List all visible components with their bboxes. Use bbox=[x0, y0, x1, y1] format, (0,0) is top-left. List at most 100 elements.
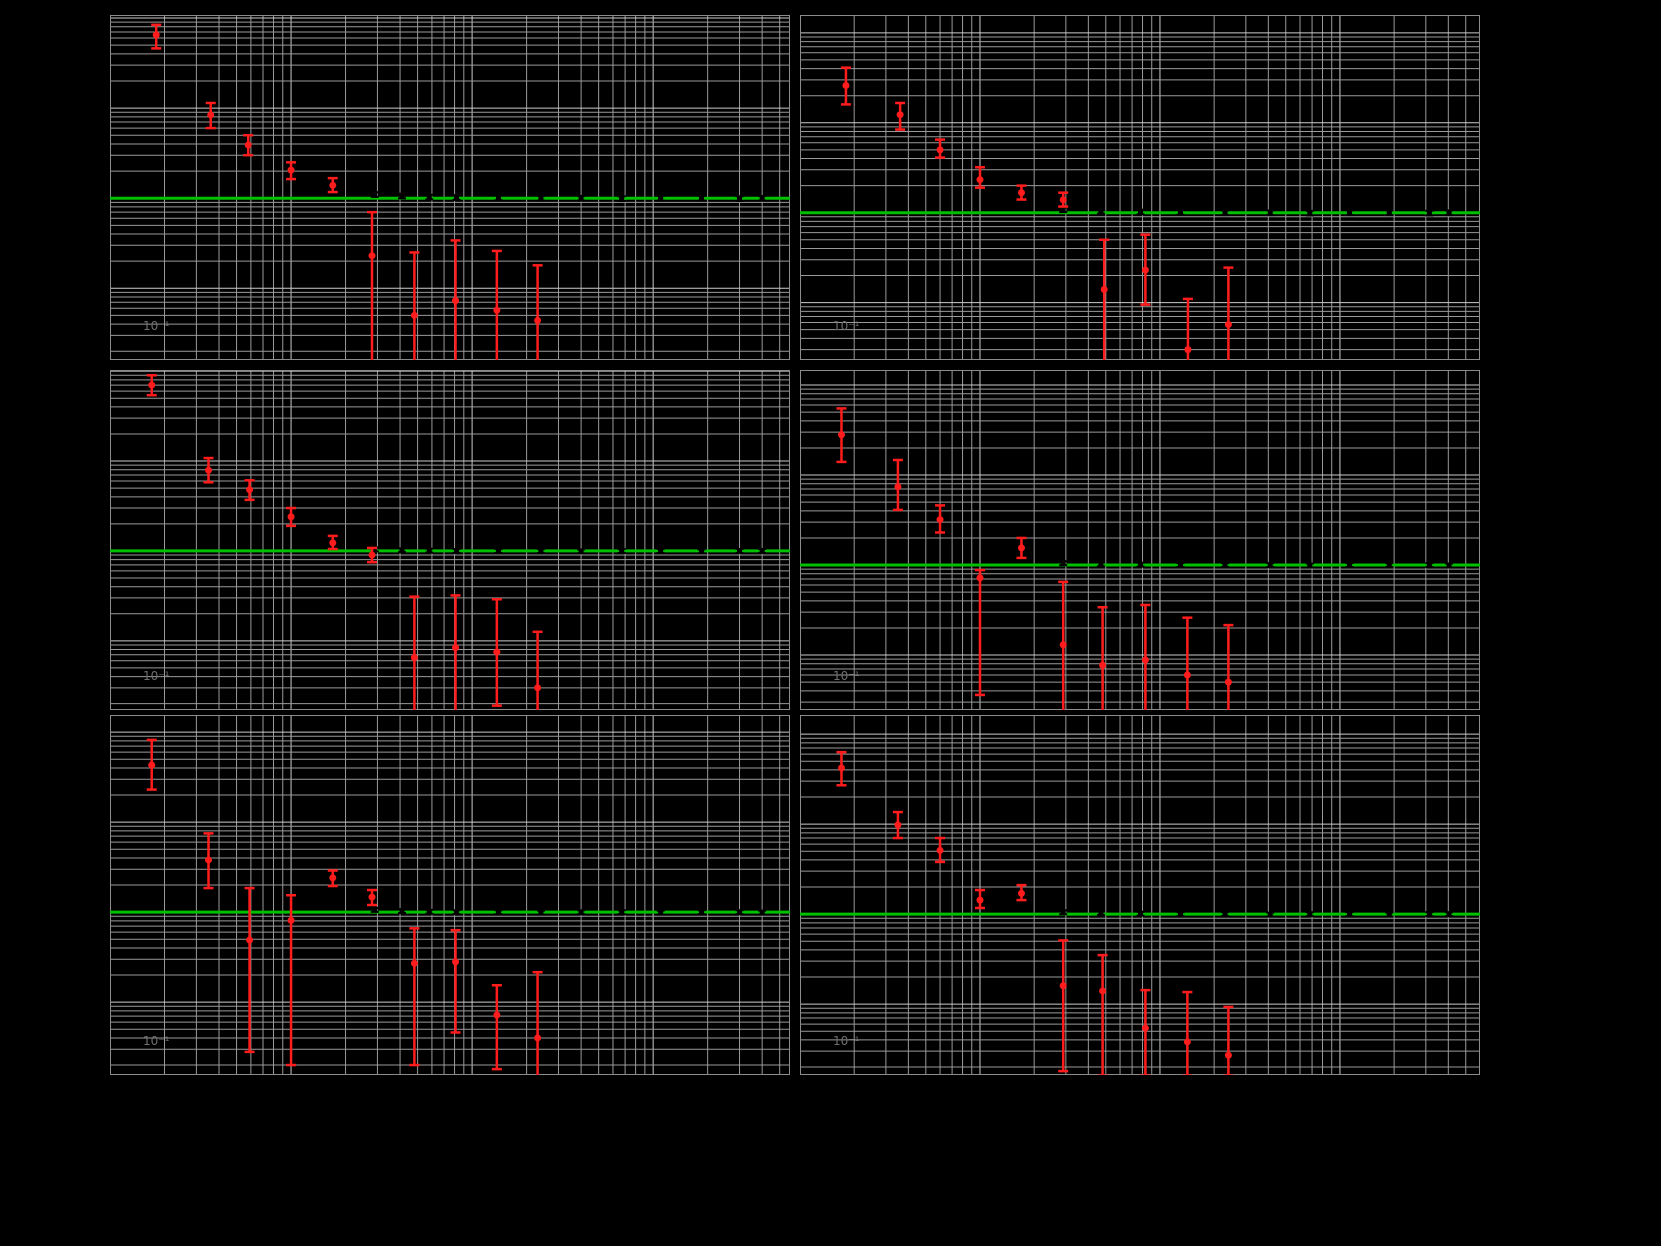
black-data-point bbox=[426, 194, 432, 200]
black-data-point bbox=[1060, 909, 1066, 915]
red-data-point bbox=[1224, 678, 1232, 686]
black-data-point bbox=[1222, 562, 1228, 568]
black-data-point bbox=[496, 909, 502, 915]
black-data-point bbox=[699, 548, 705, 554]
red-data-point bbox=[976, 896, 984, 904]
black-data-point bbox=[1267, 210, 1273, 216]
red-data-point bbox=[493, 1011, 501, 1019]
black-data-point bbox=[578, 909, 584, 915]
red-data-point bbox=[207, 111, 215, 119]
red-data-point bbox=[976, 574, 984, 582]
black-data-point bbox=[1426, 911, 1432, 917]
panel-corner-label: 10⁻¹ bbox=[833, 319, 860, 333]
panel-frame bbox=[110, 715, 790, 1075]
black-data-point bbox=[1098, 208, 1104, 214]
log-gridlines bbox=[800, 715, 1480, 1075]
black-data-point bbox=[1426, 210, 1432, 216]
panel-frame bbox=[800, 370, 1480, 710]
black-data-point bbox=[453, 548, 459, 554]
red-data-point bbox=[410, 654, 418, 662]
black-data-point bbox=[538, 548, 544, 554]
red-data-point bbox=[148, 381, 156, 389]
red-data-point bbox=[410, 959, 418, 967]
red-series bbox=[840, 66, 1234, 360]
panel-frame bbox=[800, 715, 1480, 1075]
red-data-point bbox=[410, 311, 418, 319]
black-series bbox=[1059, 206, 1454, 217]
red-data-point bbox=[152, 31, 160, 39]
black-series bbox=[1059, 909, 1454, 918]
red-data-point bbox=[837, 764, 845, 772]
black-data-point bbox=[1446, 562, 1452, 568]
black-data-point bbox=[1222, 911, 1228, 917]
red-data-point bbox=[1017, 889, 1025, 897]
red-series bbox=[151, 23, 543, 360]
panel-corner-label: 10⁻¹ bbox=[833, 1034, 860, 1048]
red-data-point bbox=[1099, 661, 1107, 669]
log-gridlines bbox=[110, 370, 790, 710]
black-data-point bbox=[737, 548, 743, 554]
red-data-point bbox=[1183, 671, 1191, 679]
black-data-point bbox=[658, 548, 664, 554]
red-data-point bbox=[936, 516, 944, 524]
black-data-point bbox=[1138, 562, 1144, 568]
black-data-point bbox=[658, 910, 664, 916]
black-data-point bbox=[538, 195, 544, 201]
black-data-point bbox=[1177, 562, 1183, 568]
red-data-point bbox=[368, 893, 376, 901]
black-data-point bbox=[372, 191, 378, 197]
red-data-point bbox=[244, 141, 252, 149]
red-data-point bbox=[894, 483, 902, 491]
red-data-point bbox=[1099, 987, 1107, 995]
red-data-point bbox=[1183, 1038, 1191, 1046]
panel-frame bbox=[110, 370, 790, 710]
black-data-point bbox=[453, 194, 459, 200]
black-data-point bbox=[1346, 210, 1352, 216]
black-data-point bbox=[759, 548, 765, 554]
red-data-point bbox=[894, 821, 902, 829]
red-data-point bbox=[287, 513, 295, 521]
red-data-point bbox=[842, 81, 850, 89]
red-data-point bbox=[493, 648, 501, 656]
red-series bbox=[146, 738, 543, 1075]
red-data-point bbox=[287, 916, 295, 924]
panel-corner-label: 10⁻¹ bbox=[143, 1034, 170, 1048]
black-data-point bbox=[1307, 210, 1313, 216]
red-data-point bbox=[246, 936, 254, 944]
panel-corner-label: 10⁻¹ bbox=[143, 319, 170, 333]
black-series bbox=[1059, 560, 1454, 569]
log-gridlines bbox=[800, 370, 1480, 710]
black-data-point bbox=[1098, 910, 1104, 916]
red-data-point bbox=[1100, 285, 1108, 293]
black-data-point bbox=[578, 195, 584, 201]
black-data-point bbox=[496, 548, 502, 554]
red-data-point bbox=[1059, 196, 1067, 204]
red-data-point bbox=[1141, 656, 1149, 664]
red-data-point bbox=[205, 466, 213, 474]
red-data-point bbox=[329, 874, 337, 882]
panel-bottom-right bbox=[800, 715, 1480, 1075]
black-data-point bbox=[1177, 911, 1183, 917]
log-gridlines bbox=[800, 15, 1480, 360]
black-data-point bbox=[1346, 911, 1352, 917]
panel-top-right bbox=[800, 15, 1480, 360]
red-data-point bbox=[1141, 266, 1149, 274]
red-data-point bbox=[534, 316, 542, 324]
black-data-point bbox=[737, 909, 743, 915]
black-data-point bbox=[737, 196, 743, 202]
panel-middle-left bbox=[110, 370, 790, 710]
red-data-point bbox=[148, 761, 156, 769]
red-data-point bbox=[534, 1034, 542, 1042]
panel-corner-label: 10⁻¹ bbox=[143, 669, 170, 683]
black-series bbox=[370, 191, 767, 203]
red-data-point bbox=[936, 146, 944, 154]
black-data-point bbox=[372, 907, 378, 913]
red-data-point bbox=[936, 846, 944, 854]
panel-frame bbox=[110, 15, 790, 360]
red-data-point bbox=[452, 644, 460, 652]
red-data-point bbox=[1059, 982, 1067, 990]
red-data-point bbox=[368, 551, 376, 559]
red-data-point bbox=[1017, 189, 1025, 197]
red-data-point bbox=[1017, 544, 1025, 552]
